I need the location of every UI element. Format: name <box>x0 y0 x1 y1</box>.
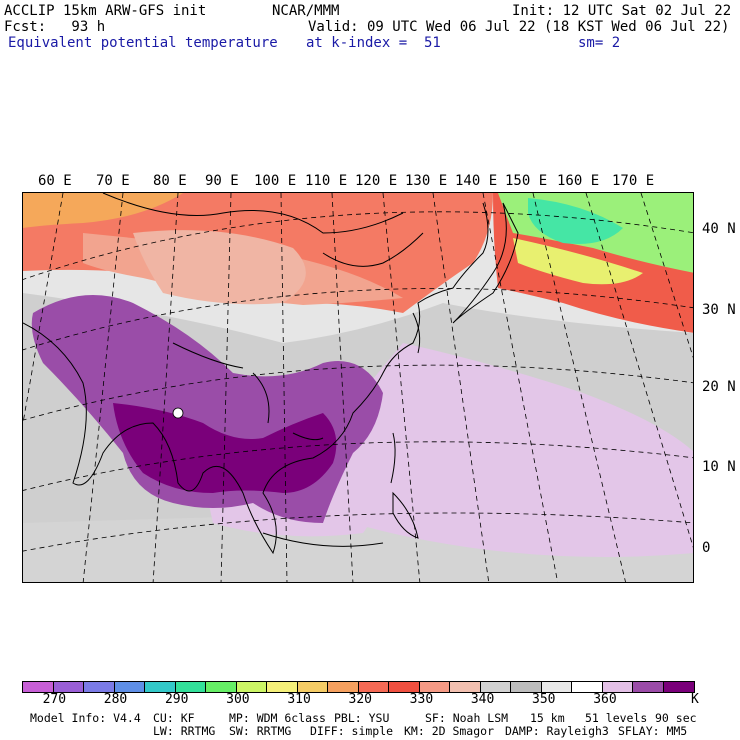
coastlines <box>23 193 519 555</box>
colorbar-tick-label: 280 <box>103 692 128 707</box>
footer-resolution: 15 km <box>530 711 565 725</box>
valid-time: Valid: 09 UTC Wed 06 Jul 22 (18 KST Wed … <box>308 19 730 35</box>
lat-label: 0 <box>702 540 711 556</box>
colorbar-swatch <box>206 682 237 692</box>
colorbar-swatch <box>663 682 694 692</box>
footer-mp: MP: WDM 6class <box>229 711 326 725</box>
colorbar-swatch <box>114 682 145 692</box>
colorbar-swatch <box>53 682 84 692</box>
colorbar-tick-label: 340 <box>470 692 495 707</box>
model-title: ACCLIP 15km ARW-GFS init <box>4 3 207 19</box>
lavender-region-pacific <box>338 343 693 557</box>
colorbar-swatch <box>602 682 633 692</box>
colorbar-tick-label: 360 <box>593 692 617 707</box>
lon-label: 90 E <box>205 173 239 189</box>
footer-pbl: PBL: YSU <box>334 711 390 725</box>
colorbar-swatch <box>84 682 115 692</box>
colorbar-tick-label: 270 <box>42 692 67 707</box>
pale-salmon-region <box>133 230 306 305</box>
colorbar-tick-label: 310 <box>287 692 311 707</box>
colorbar-swatch <box>511 682 542 692</box>
colorbar-tick-label: 300 <box>226 692 250 707</box>
level-label: at k-index = 51 <box>306 35 441 51</box>
colorbar-swatch <box>358 682 389 692</box>
colorbar-swatch <box>23 682 54 692</box>
footer-sw: SW: RRTMG <box>229 724 292 738</box>
colorbar-swatch <box>145 682 176 692</box>
forecast-hour: Fcst: 93 h <box>4 19 106 35</box>
footer-sflay: SFLAY: MM5 <box>618 724 688 738</box>
footer-km: KM: 2D Smagor <box>404 724 495 738</box>
colorbar-tick-label: 320 <box>348 692 372 707</box>
footer-levels: 51 levels <box>585 711 648 725</box>
lon-label: 70 E <box>96 173 130 189</box>
lon-label: 110 E <box>305 173 348 189</box>
init-time: Init: 12 UTC Sat 02 Jul 22 <box>512 3 732 19</box>
graticule <box>23 193 693 582</box>
colorbar-swatch <box>297 682 328 692</box>
lat-label: 10 N <box>702 459 736 475</box>
lon-label: 130 E <box>405 173 448 189</box>
theta-e-map <box>23 193 693 582</box>
lat-label: 20 N <box>702 379 736 395</box>
colorbar-tick-label: 290 <box>164 692 189 707</box>
lat-label: 40 N <box>702 221 736 237</box>
colorbar-swatch <box>389 682 420 692</box>
footer-cu: CU: KF <box>153 711 195 725</box>
footer-damp: DAMP: Rayleigh3 <box>505 724 609 738</box>
map-panel <box>22 192 694 583</box>
colorbar-swatch <box>175 682 206 692</box>
colorbar <box>22 681 695 693</box>
orange-region-northwest <box>23 193 183 228</box>
lon-label: 60 E <box>38 173 72 189</box>
colorbar-tick-label: 350 <box>532 692 556 707</box>
colorbar-swatch <box>328 682 359 692</box>
lon-label: 100 E <box>254 173 297 189</box>
lat-label: 30 N <box>702 302 736 318</box>
lon-label: 160 E <box>557 173 600 189</box>
teal-region <box>528 198 623 244</box>
colorbar-swatch <box>572 682 603 692</box>
colorbar-swatch <box>267 682 298 692</box>
footer-timestep: 90 sec <box>655 711 697 725</box>
lon-label: 80 E <box>153 173 187 189</box>
lon-label: 170 E <box>612 173 655 189</box>
colorbar-unit: K <box>691 692 699 707</box>
field-name: Equivalent potential temperature <box>8 35 278 51</box>
center-label: NCAR/MMM <box>272 3 340 19</box>
footer-model-info: Model Info: V4.4 <box>30 711 141 725</box>
colorbar-swatch <box>480 682 511 692</box>
colorbar-swatch <box>236 682 267 692</box>
colorbar-tick-label: 330 <box>409 692 434 707</box>
footer-diff: DIFF: simple <box>310 724 394 738</box>
colorbar-swatch <box>419 682 450 692</box>
lon-label: 120 E <box>355 173 398 189</box>
colorbar-swatch <box>541 682 572 692</box>
footer-sf: SF: Noah LSM <box>425 711 509 725</box>
footer-lw: LW: RRTMG <box>153 724 216 738</box>
colorbar-swatch <box>450 682 481 692</box>
white-spot <box>172 407 184 419</box>
lon-label: 140 E <box>455 173 498 189</box>
lon-label: 150 E <box>505 173 548 189</box>
smoothing-label: sm= 2 <box>578 35 621 51</box>
colorbar-swatch <box>633 682 664 692</box>
